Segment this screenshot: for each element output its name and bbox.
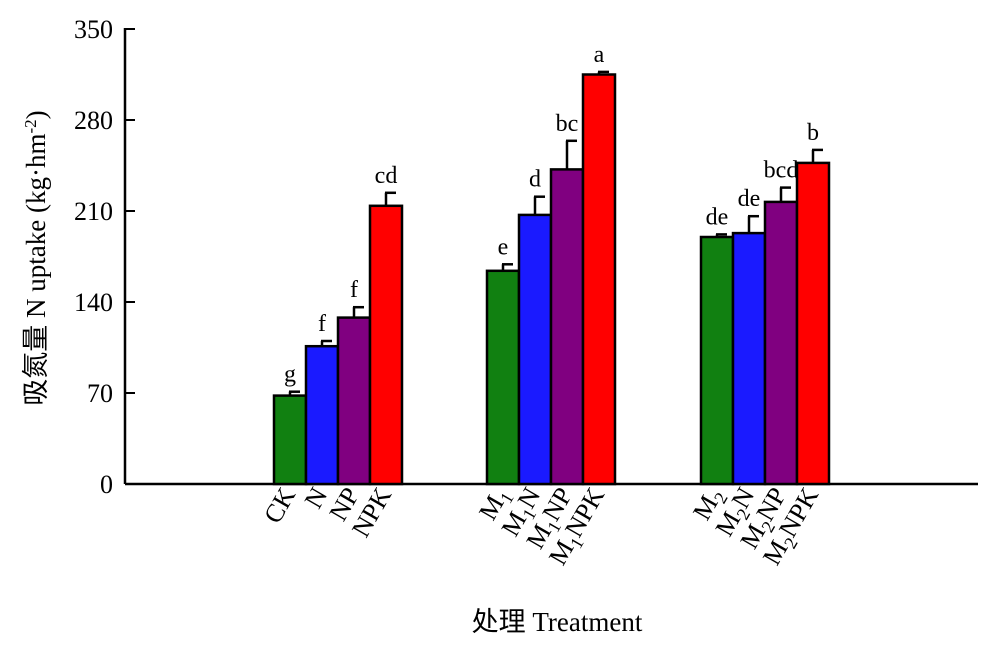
y-tick-label: 0 (100, 470, 113, 499)
significance-label: de (738, 186, 761, 212)
bar (731, 231, 767, 486)
bar (304, 344, 340, 486)
x-axis-title: 处理 Treatment (472, 607, 643, 637)
y-axis-title-end: ) (21, 110, 51, 119)
y-tick-label: 350 (74, 15, 113, 44)
bar (517, 213, 553, 486)
y-tick-label: 140 (74, 288, 113, 317)
bar (485, 269, 521, 486)
bar (549, 168, 585, 486)
bar (272, 394, 308, 486)
significance-label: f (318, 311, 326, 337)
significance-label: de (706, 204, 729, 230)
bar (581, 73, 617, 486)
y-axis-title-main: 吸氮量 N uptake (kg·hm (21, 133, 51, 405)
significance-label: e (498, 234, 509, 260)
y-tick-label: 210 (74, 197, 113, 226)
significance-label: bcd (764, 158, 799, 184)
category-label: CK (258, 482, 301, 528)
category-label-part: CK (258, 482, 301, 528)
bar (763, 200, 799, 486)
significance-label: bc (556, 111, 579, 137)
significance-label: cd (375, 163, 398, 189)
significance-label: a (594, 42, 605, 68)
bar (699, 235, 735, 486)
y-tick-label: 70 (87, 379, 113, 408)
bar (336, 316, 372, 486)
significance-label: g (284, 362, 296, 388)
y-axis-title: 吸氮量 N uptake (kg·hm-2) (21, 110, 52, 405)
bar (368, 204, 404, 486)
y-axis: 0 70 140 210 280 350 (74, 15, 135, 499)
significance-label: d (529, 167, 541, 193)
significance-label: f (350, 277, 358, 303)
significance-label: b (807, 120, 819, 146)
y-axis-title-superscript: -2 (21, 119, 40, 133)
bar (795, 161, 831, 486)
y-tick-label: 280 (74, 106, 113, 135)
